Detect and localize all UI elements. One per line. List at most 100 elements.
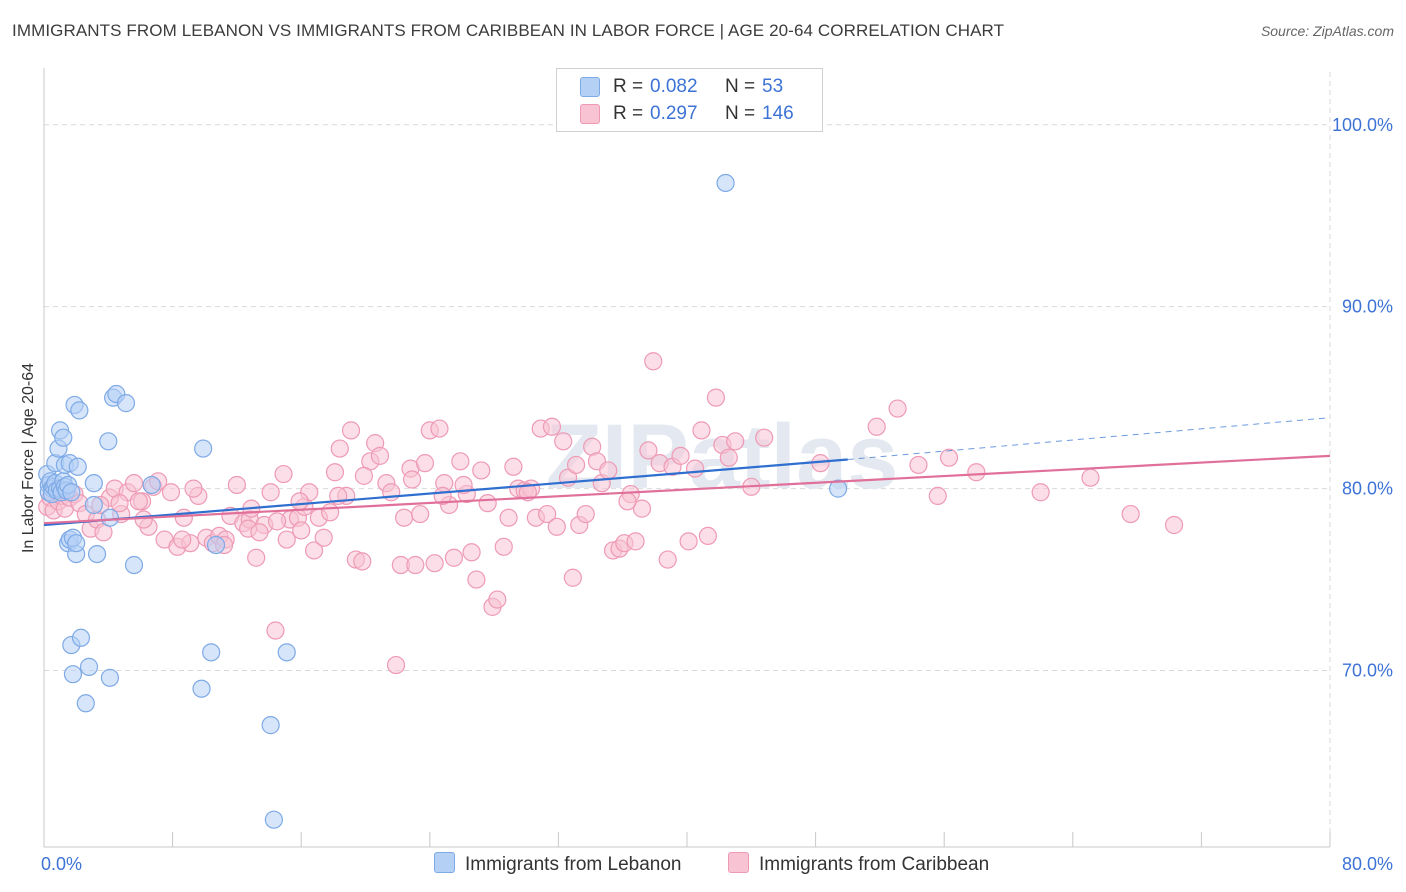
- caribbean-point: [462, 543, 481, 562]
- caribbean-point: [494, 537, 513, 556]
- caribbean-point: [425, 554, 444, 573]
- caribbean-point: [599, 461, 618, 480]
- caribbean-point: [472, 461, 491, 480]
- r-label: R =: [613, 76, 644, 97]
- caribbean-point: [867, 417, 886, 436]
- caribbean-point: [566, 455, 586, 475]
- caribbean-point: [719, 448, 738, 467]
- caribbean-point: [563, 568, 582, 587]
- n-label: N =: [725, 103, 756, 124]
- caribbean-point: [547, 517, 566, 536]
- caribbean-point: [110, 494, 129, 513]
- lebanon-point: [84, 495, 103, 515]
- lebanon-point: [67, 534, 86, 553]
- lebanon-point: [84, 474, 103, 493]
- lebanon-point: [261, 716, 280, 735]
- caribbean-point: [325, 463, 345, 482]
- caribbean-point: [304, 541, 324, 560]
- r-value: 0.297: [650, 103, 698, 124]
- correlation-legend: R = 0.082 N = 53 R = 0.297 N = 146: [556, 68, 823, 132]
- caribbean-point: [518, 483, 537, 502]
- caribbean-point: [292, 521, 311, 540]
- legend-row-caribbean: R = 0.297 N = 146: [557, 100, 822, 127]
- caribbean-points: [38, 352, 1184, 675]
- caribbean-point: [274, 464, 293, 484]
- caribbean-swatch: [580, 104, 600, 124]
- caribbean-point: [1081, 468, 1100, 487]
- caribbean-point: [554, 432, 573, 451]
- lebanon-swatch: [434, 852, 455, 873]
- caribbean-point: [928, 486, 947, 505]
- caribbean-point: [403, 470, 422, 489]
- caribbean-point: [726, 432, 745, 451]
- caribbean-point: [353, 552, 372, 571]
- caribbean-point: [1121, 504, 1140, 524]
- caribbean-point: [173, 530, 192, 549]
- caribbean-point: [341, 421, 361, 440]
- lebanon-point: [63, 665, 83, 684]
- caribbean-point: [415, 454, 435, 473]
- caribbean-point: [967, 463, 986, 482]
- legend-item-caribbean: Immigrants from Caribbean: [728, 852, 989, 876]
- lebanon-point: [716, 173, 735, 193]
- lebanon-swatch: [580, 77, 600, 97]
- lebanon-point: [68, 457, 87, 476]
- legend-row-lebanon: R = 0.082 N = 53: [557, 73, 822, 100]
- y-tick-label: 70.0%: [1342, 661, 1393, 681]
- lebanon-point: [277, 643, 296, 662]
- caribbean-point: [370, 446, 390, 465]
- caribbean-point: [679, 532, 698, 551]
- lebanon-point: [124, 555, 144, 575]
- caribbean-point: [626, 532, 645, 551]
- caribbean-point: [134, 510, 153, 529]
- caribbean-point: [227, 475, 246, 495]
- caribbean-swatch: [728, 852, 749, 873]
- caribbean-point: [632, 499, 652, 518]
- caribbean-point: [261, 483, 280, 502]
- lebanon-point: [206, 535, 226, 555]
- caribbean-point: [354, 466, 373, 485]
- lebanon-point: [194, 439, 213, 458]
- lebanon-point: [54, 428, 73, 447]
- caribbean-point: [618, 492, 637, 511]
- legend-label-caribbean: Immigrants from Caribbean: [759, 854, 990, 875]
- caribbean-point: [504, 457, 523, 476]
- x-tick-label: 0.0%: [41, 854, 82, 874]
- y-tick-label: 100.0%: [1332, 115, 1393, 135]
- caribbean-point: [250, 523, 269, 542]
- caribbean-point: [467, 570, 486, 589]
- lebanon-point: [87, 545, 107, 564]
- r-value: 0.082: [650, 76, 698, 97]
- caribbean-point: [639, 441, 658, 460]
- caribbean-point: [321, 503, 340, 522]
- caribbean-trendline: [43, 454, 1331, 525]
- trend-lines: [43, 417, 1331, 527]
- lebanon-point: [829, 479, 848, 498]
- caribbean-point: [671, 446, 690, 465]
- caribbean-point: [1031, 483, 1050, 502]
- n-value: 53: [762, 76, 784, 97]
- x-tick-label: 80.0%: [1342, 854, 1393, 874]
- lebanon-points: [38, 173, 848, 829]
- caribbean-point: [129, 492, 148, 511]
- lebanon-point: [99, 432, 118, 451]
- caribbean-point: [314, 528, 333, 547]
- lebanon-point: [62, 483, 81, 502]
- caribbean-point: [542, 417, 562, 436]
- chart-title: IMMIGRANTS FROM LEBANON VS IMMIGRANTS FR…: [12, 21, 1005, 40]
- caribbean-point: [174, 508, 193, 527]
- lebanon-point: [264, 810, 283, 829]
- lebanon-point: [76, 694, 95, 713]
- y-tick-label: 90.0%: [1342, 297, 1393, 317]
- caribbean-point: [706, 388, 726, 407]
- caribbean-point: [184, 479, 203, 498]
- caribbean-point: [451, 452, 470, 471]
- caribbean-point: [430, 419, 449, 438]
- caribbean-point: [394, 508, 414, 527]
- caribbean-point: [267, 512, 287, 531]
- lebanon-point: [192, 679, 211, 698]
- lebanon-point: [70, 401, 89, 420]
- caribbean-point: [698, 526, 717, 546]
- legend-label-lebanon: Immigrants from Lebanon: [465, 854, 682, 875]
- lebanon-point: [116, 394, 136, 413]
